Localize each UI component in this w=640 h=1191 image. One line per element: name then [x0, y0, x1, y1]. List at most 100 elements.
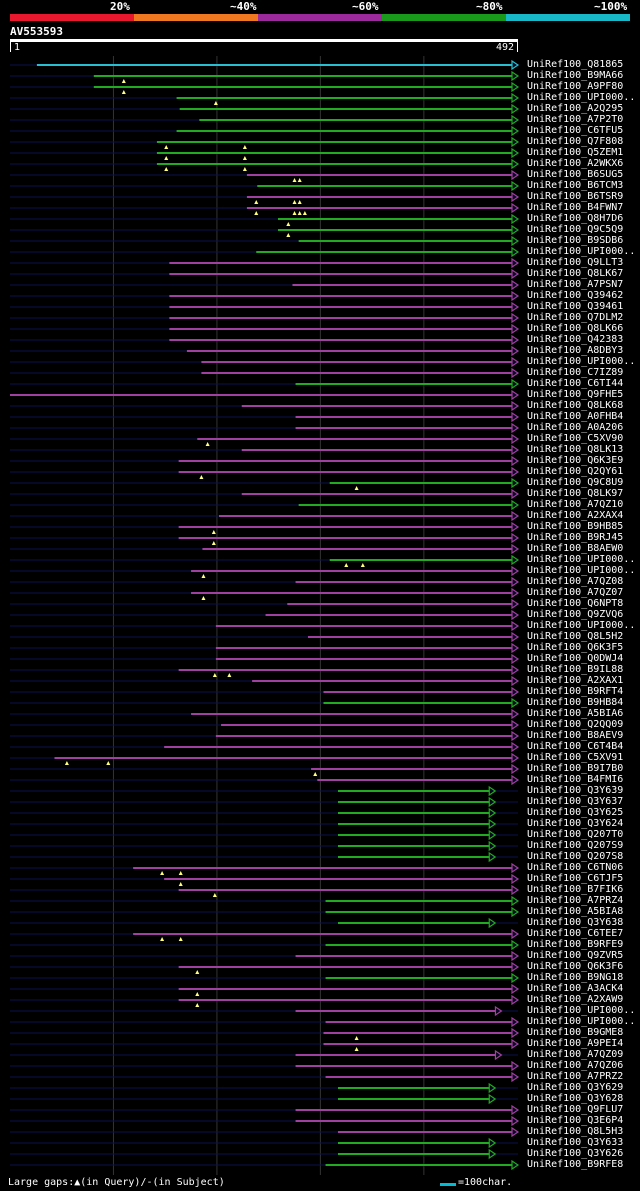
alignment-row[interactable]	[10, 862, 520, 875]
alignment-row[interactable]	[10, 818, 518, 830]
hit-label[interactable]: UniRef100_Q9LLT3	[527, 257, 624, 268]
hit-label[interactable]: UniRef100_Q9FLU7	[527, 1104, 624, 1115]
hit-label[interactable]: UniRef100_Q8LK13	[527, 444, 624, 455]
alignment-row[interactable]	[10, 752, 520, 765]
hit-label[interactable]: UniRef100_Q39462	[527, 290, 624, 301]
hit-label[interactable]: UniRef100_A2XAX1	[527, 675, 624, 686]
alignment-row[interactable]	[10, 59, 520, 71]
hit-label[interactable]: UniRef100_B9RFE8	[527, 1159, 624, 1170]
hit-label[interactable]: UniRef100_B8AEW0	[527, 543, 624, 554]
alignment-row[interactable]	[10, 1115, 520, 1127]
hit-label[interactable]: UniRef100_Q7F808	[527, 136, 624, 147]
hit-label[interactable]: UniRef100_A2XAX4	[527, 510, 624, 521]
alignment-row[interactable]	[10, 81, 520, 94]
hit-label[interactable]: UniRef100_A0FHB4	[527, 411, 624, 422]
alignment-row[interactable]	[10, 334, 520, 346]
hit-label[interactable]: UniRef100_B9MA66	[527, 70, 624, 81]
hit-label[interactable]: UniRef100_A7QZ09	[527, 1049, 624, 1060]
hit-label[interactable]: UniRef100_Q8LK67	[527, 268, 624, 279]
alignment-row[interactable]	[10, 1126, 520, 1138]
alignment-row[interactable]	[10, 686, 520, 698]
hit-label[interactable]: UniRef100_C5XV91	[527, 752, 624, 763]
alignment-row[interactable]	[10, 1159, 520, 1171]
hit-label[interactable]: UniRef100_A7P2T0	[527, 114, 624, 125]
alignment-row[interactable]	[10, 345, 520, 357]
hit-label[interactable]: UniRef100_Q3Y629	[527, 1082, 624, 1093]
hit-label[interactable]: UniRef100_B9NG18	[527, 972, 624, 983]
alignment-row[interactable]	[10, 851, 518, 863]
alignment-row[interactable]	[10, 807, 518, 819]
hit-label[interactable]: UniRef100_Q8LK66	[527, 323, 624, 334]
hit-label[interactable]: UniRef100_Q6K3F6	[527, 961, 624, 972]
alignment-row[interactable]	[10, 1027, 520, 1040]
hit-label[interactable]: UniRef100_Q42383	[527, 334, 624, 345]
hit-label[interactable]: UniRef100_B9HB84	[527, 697, 624, 708]
alignment-row[interactable]	[10, 1071, 520, 1083]
alignment-row[interactable]	[10, 631, 520, 643]
alignment-row[interactable]	[10, 1082, 518, 1094]
alignment-row[interactable]	[10, 235, 520, 247]
hit-label[interactable]: UniRef100_Q3E6P4	[527, 1115, 624, 1126]
hit-label[interactable]: UniRef100_C5XV90	[527, 433, 624, 444]
alignment-row[interactable]	[10, 378, 520, 390]
hit-label[interactable]: UniRef100_A2XAW9	[527, 994, 624, 1005]
alignment-row[interactable]	[10, 1148, 518, 1160]
hit-label[interactable]: UniRef100_Q3Y639	[527, 785, 624, 796]
hit-label[interactable]: UniRef100_Q3Y633	[527, 1137, 624, 1148]
alignment-row[interactable]	[10, 873, 520, 886]
alignment-row[interactable]	[10, 213, 520, 226]
hit-label[interactable]: UniRef100_UPI000..	[527, 1005, 636, 1016]
alignment-row[interactable]	[10, 554, 520, 567]
alignment-row[interactable]	[10, 939, 520, 951]
alignment-row[interactable]	[10, 312, 520, 324]
alignment-row[interactable]	[10, 92, 520, 105]
alignment-row[interactable]	[10, 697, 520, 709]
hit-label[interactable]: UniRef100_Q8LK97	[527, 488, 624, 499]
hit-label[interactable]: UniRef100_C7IZ89	[527, 367, 624, 378]
hit-label[interactable]: UniRef100_Q8L5H2	[527, 631, 624, 642]
hit-label[interactable]: UniRef100_Q3Y628	[527, 1093, 624, 1104]
alignment-row[interactable]	[10, 356, 520, 368]
hit-label[interactable]: UniRef100_Q8L5H3	[527, 1126, 624, 1137]
alignment-row[interactable]	[10, 906, 520, 918]
hit-label[interactable]: UniRef100_Q3Y626	[527, 1148, 624, 1159]
alignment-row[interactable]	[10, 510, 520, 522]
hit-label[interactable]: UniRef100_Q207S8	[527, 851, 624, 862]
hit-label[interactable]: UniRef100_Q7DLM2	[527, 312, 624, 323]
alignment-row[interactable]	[10, 994, 520, 1007]
alignment-row[interactable]	[10, 466, 520, 479]
alignment-row[interactable]	[10, 642, 520, 654]
hit-label[interactable]: UniRef100_Q2QY61	[527, 466, 624, 477]
alignment-row[interactable]	[10, 895, 520, 907]
alignment-row[interactable]	[10, 1016, 520, 1028]
hit-label[interactable]: UniRef100_Q3Y638	[527, 917, 624, 928]
hit-label[interactable]: UniRef100_B9I7B0	[527, 763, 624, 774]
alignment-row[interactable]	[10, 521, 520, 534]
hit-label[interactable]: UniRef100_B7FIK6	[527, 884, 624, 895]
alignment-row[interactable]	[10, 367, 520, 379]
hit-label[interactable]: UniRef100_B9SDB6	[527, 235, 624, 246]
hit-label[interactable]: UniRef100_B6TCM3	[527, 180, 624, 191]
alignment-row[interactable]	[10, 576, 520, 588]
hit-label[interactable]: UniRef100_C6TFU5	[527, 125, 624, 136]
alignment-row[interactable]	[10, 664, 520, 677]
hit-label[interactable]: UniRef100_A7QZ08	[527, 576, 624, 587]
alignment-row[interactable]	[10, 785, 518, 797]
alignment-row[interactable]	[10, 323, 520, 335]
alignment-row[interactable]	[10, 268, 520, 280]
alignment-row[interactable]	[10, 1137, 518, 1149]
alignment-row[interactable]	[10, 917, 518, 929]
hit-label[interactable]: UniRef100_A7PSN7	[527, 279, 624, 290]
hit-label[interactable]: UniRef100_C6TN06	[527, 862, 624, 873]
hit-label[interactable]: UniRef100_A9PF80	[527, 81, 624, 92]
alignment-row[interactable]	[10, 125, 520, 137]
hit-label[interactable]: UniRef100_UPI000..	[527, 356, 636, 367]
hit-label[interactable]: UniRef100_A5BIA6	[527, 708, 624, 719]
alignment-row[interactable]	[10, 1060, 520, 1072]
hit-label[interactable]: UniRef100_B9IL88	[527, 664, 624, 675]
alignment-row[interactable]	[10, 972, 520, 984]
alignment-row[interactable]	[10, 1038, 520, 1051]
hit-label[interactable]: UniRef100_B4FMI6	[527, 774, 624, 785]
hit-label[interactable]: UniRef100_A7PRZ4	[527, 895, 624, 906]
hit-label[interactable]: UniRef100_Q2QQ09	[527, 719, 624, 730]
